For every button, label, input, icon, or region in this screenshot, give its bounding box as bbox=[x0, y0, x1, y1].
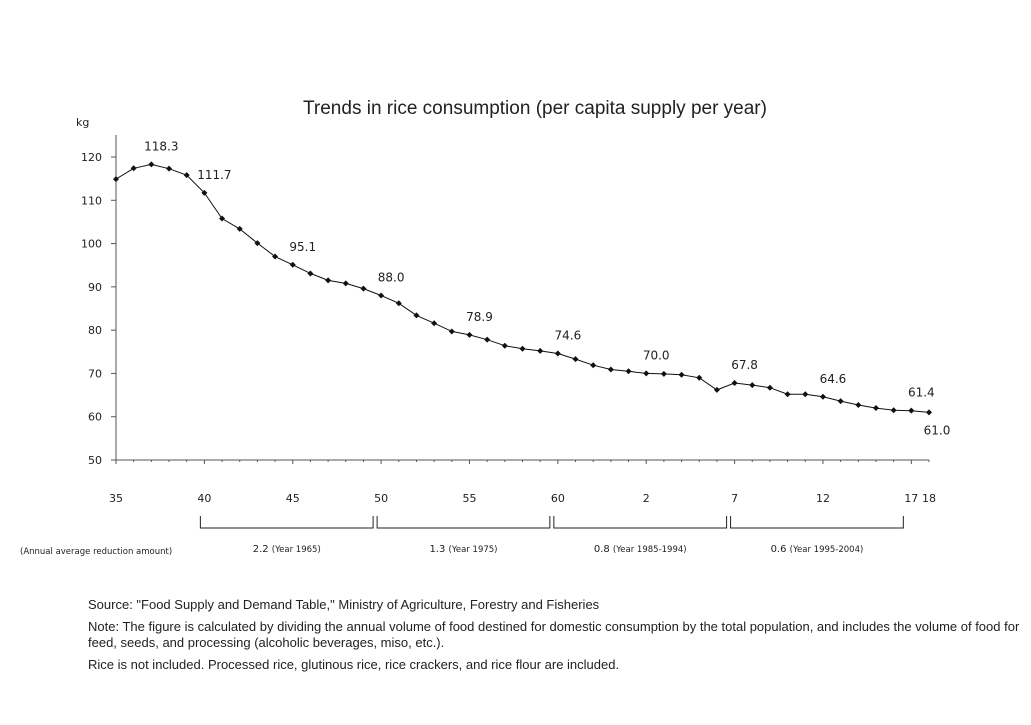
data-point bbox=[272, 253, 279, 260]
data-point bbox=[908, 407, 915, 414]
data-point bbox=[325, 277, 332, 284]
footnotes: Source: "Food Supply and Demand Table," … bbox=[88, 597, 1023, 679]
data-label: 67.8 bbox=[731, 358, 758, 372]
reduction-bracket-label: 0.6 (Year 1995-2004) bbox=[771, 544, 864, 555]
data-point bbox=[554, 350, 561, 357]
x-tick-label: 40 bbox=[197, 492, 211, 505]
data-point bbox=[236, 225, 243, 232]
data-label: 64.6 bbox=[820, 372, 847, 386]
data-point bbox=[678, 371, 685, 378]
data-point bbox=[166, 165, 173, 172]
data-point bbox=[625, 368, 632, 375]
data-point bbox=[519, 345, 526, 352]
data-point bbox=[342, 280, 349, 287]
data-point bbox=[537, 347, 544, 354]
data-point bbox=[731, 379, 738, 386]
x-tick-label: 2 bbox=[643, 492, 650, 505]
data-point bbox=[696, 374, 703, 381]
reduction-bracket bbox=[553, 516, 728, 529]
data-point bbox=[643, 370, 650, 377]
data-marks: 118.3 111.7 95.1 88.0 78.9 74.6 70.0 67.8 64.6 61… bbox=[113, 139, 950, 437]
reduction-brackets: 2.2 (Year 1965) 1.3 (Year 1975) 0.8 (Year … bbox=[199, 516, 904, 555]
data-label: 61.4 bbox=[908, 386, 935, 400]
y-tick-label: 70 bbox=[88, 367, 102, 380]
data-point bbox=[713, 386, 720, 393]
data-point bbox=[183, 172, 190, 179]
data-point bbox=[766, 384, 773, 391]
data-label: 118.3 bbox=[144, 139, 178, 153]
data-point bbox=[749, 382, 756, 389]
reduction-label: (Annual average reduction amount) bbox=[20, 547, 172, 557]
data-point bbox=[378, 292, 385, 299]
y-axis-unit-label: kg bbox=[76, 116, 89, 129]
reduction-bracket-label: 2.2 (Year 1965) bbox=[253, 544, 321, 555]
chart-title: Trends in rice consumption (per capita s… bbox=[303, 98, 767, 119]
axes: 50 60 70 80 90 100 110 120 35 40 45 50 55 60 2 7 12 17 18 bbox=[81, 135, 936, 505]
y-tick-label: 60 bbox=[88, 411, 102, 424]
data-point bbox=[148, 161, 155, 168]
data-point bbox=[660, 370, 667, 377]
source-note: Source: "Food Supply and Demand Table," … bbox=[88, 597, 600, 612]
data-point bbox=[607, 366, 614, 373]
reduction-bracket bbox=[730, 516, 904, 529]
data-label: 95.1 bbox=[289, 240, 316, 254]
data-point bbox=[219, 215, 226, 222]
data-point bbox=[501, 342, 508, 349]
data-label: 74.6 bbox=[554, 329, 581, 343]
y-tick-label: 90 bbox=[88, 281, 102, 294]
data-point bbox=[130, 165, 137, 172]
y-tick-label: 120 bbox=[81, 151, 102, 164]
data-point bbox=[307, 270, 314, 277]
data-point bbox=[590, 362, 597, 369]
x-tick-label: 35 bbox=[109, 492, 123, 505]
x-tick-label: 17 bbox=[904, 492, 918, 505]
data-point bbox=[802, 391, 809, 398]
data-label: 61.0 bbox=[924, 423, 951, 437]
data-point bbox=[926, 409, 932, 416]
reduction-bracket bbox=[199, 516, 374, 529]
x-tick-label: 55 bbox=[462, 492, 476, 505]
data-point bbox=[890, 407, 897, 414]
x-tick-label: 60 bbox=[551, 492, 565, 505]
data-point bbox=[784, 391, 791, 398]
data-point bbox=[431, 320, 438, 327]
data-label: 78.9 bbox=[466, 310, 493, 324]
reduction-bracket-label: 0.8 (Year 1985-1994) bbox=[594, 544, 687, 555]
data-label: 111.7 bbox=[197, 168, 231, 182]
data-label: 70.0 bbox=[643, 348, 670, 362]
data-point bbox=[360, 285, 367, 292]
data-point bbox=[819, 393, 826, 400]
data-point bbox=[837, 398, 844, 405]
data-point bbox=[113, 176, 119, 183]
data-point bbox=[289, 261, 296, 268]
data-point bbox=[466, 331, 473, 338]
data-point bbox=[448, 328, 455, 335]
y-tick-label: 100 bbox=[81, 238, 102, 251]
x-tick-label: 18 bbox=[922, 492, 936, 505]
y-tick-label: 50 bbox=[88, 454, 102, 467]
x-tick-label: 50 bbox=[374, 492, 388, 505]
data-point bbox=[872, 405, 879, 412]
data-point bbox=[484, 336, 491, 343]
reduction-bracket-label: 1.3 (Year 1975) bbox=[429, 544, 497, 555]
calculation-note: Note: The figure is calculated by dividi… bbox=[88, 619, 1020, 650]
data-point bbox=[572, 356, 579, 363]
x-tick-label: 7 bbox=[731, 492, 738, 505]
x-tick-label: 12 bbox=[816, 492, 830, 505]
y-tick-label: 110 bbox=[81, 194, 102, 207]
data-point bbox=[395, 300, 402, 307]
y-tick-label: 80 bbox=[88, 324, 102, 337]
x-tick-label: 45 bbox=[286, 492, 300, 505]
data-point bbox=[254, 240, 261, 247]
data-point bbox=[855, 402, 862, 409]
series-line bbox=[115, 163, 930, 413]
data-label: 88.0 bbox=[378, 271, 405, 285]
reduction-bracket bbox=[376, 516, 551, 529]
data-point bbox=[201, 189, 208, 196]
data-point bbox=[413, 312, 420, 319]
rice-note: Rice is not included. Processed rice, gl… bbox=[88, 657, 620, 672]
